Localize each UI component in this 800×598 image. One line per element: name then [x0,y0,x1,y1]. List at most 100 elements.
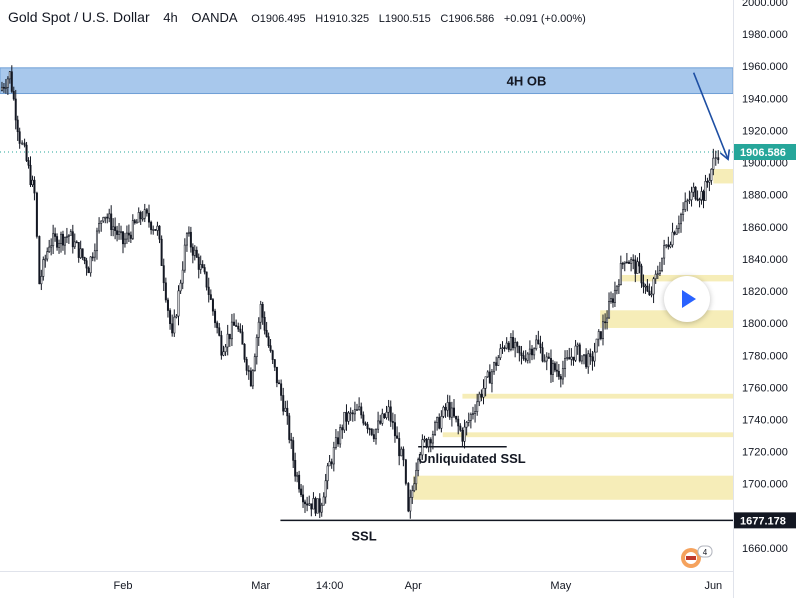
candle-body [580,355,583,362]
candle [471,406,474,420]
y-tick-label: 1700.000 [742,479,788,491]
candle-body [61,233,64,246]
candle [497,355,500,366]
candle [253,353,256,372]
candle [6,76,9,95]
candle-body [239,328,242,333]
candle [398,432,401,466]
candle [393,414,396,443]
candle [127,224,130,243]
candle-body [391,421,394,423]
candle-body [636,261,639,274]
candle [218,323,221,337]
candle-body [509,337,512,350]
candle [14,89,17,130]
candle [135,219,138,224]
candle [139,210,142,225]
candle-body [12,91,15,100]
candle-body [383,413,386,418]
candle-body [150,221,153,231]
candle-body [230,321,233,340]
candle [181,261,184,290]
candle-body [339,427,342,445]
candle-body [93,250,96,258]
symbol-title[interactable]: Gold Spot / U.S. Dollar [8,9,150,25]
candle [688,190,691,204]
candle [110,205,113,237]
candle-body [154,229,157,231]
candle-body [646,285,649,292]
candle [484,376,487,397]
candle [318,493,321,519]
candle [684,192,687,212]
candle [463,419,466,449]
candle [478,391,481,407]
candle-body [58,243,61,248]
candle [65,227,68,244]
candle-body [175,315,178,318]
candle-body [89,256,92,274]
candle-body [559,376,562,380]
candle [173,309,176,337]
candle-body [578,344,581,362]
candle [381,408,384,426]
candle-body [712,157,715,170]
candle-body [253,356,256,371]
candle-body [520,352,523,356]
candle [640,263,643,288]
candle [520,345,523,365]
candle-body [611,298,614,303]
candle-body [717,157,720,161]
candle [654,270,657,284]
candle [591,351,594,371]
candle [203,264,206,275]
candle-body [572,356,575,361]
candle-body [52,233,55,247]
candle [632,254,635,270]
candle [671,222,674,248]
candle [379,414,382,425]
candle-body [555,369,558,372]
candle [505,337,508,350]
candle [341,424,344,439]
candle-body [324,480,327,498]
timeframe-label[interactable]: 4h [163,10,178,25]
candle [495,356,498,371]
candle [271,349,274,364]
candle-body [621,263,624,265]
candle [46,247,49,262]
candle [216,320,219,334]
candle [280,379,283,401]
candle [436,416,439,431]
candle-body [177,290,180,317]
candle-body [259,304,262,323]
candle-body [698,199,701,201]
candle-body [692,186,695,193]
time-axis[interactable]: Feb Mar 14:00 Apr May Jun [114,580,723,592]
candle-body [332,447,335,465]
candle [33,176,36,201]
close-label: C [440,13,449,25]
price-axis[interactable]: 1660.0001680.0001700.0001720.0001740.000… [742,0,788,555]
candle [29,156,32,188]
candle-body [686,200,689,203]
candle [58,239,61,254]
candle-body [495,362,498,366]
candle [63,236,66,255]
candle [294,452,297,482]
candle-body [141,217,144,220]
candle-body [308,503,311,506]
candle-body [145,209,148,214]
candle-body [44,258,47,261]
candle-body [110,213,113,230]
play-button[interactable] [664,276,710,322]
annotations-layer [692,72,731,161]
notification-badge-icon[interactable]: 4 [678,544,714,570]
candle-body [25,144,28,161]
candle [207,277,210,303]
candle [166,297,169,318]
candle-body [42,259,45,277]
candle-body [226,333,229,348]
candle-body [640,265,643,284]
candle [400,446,403,457]
